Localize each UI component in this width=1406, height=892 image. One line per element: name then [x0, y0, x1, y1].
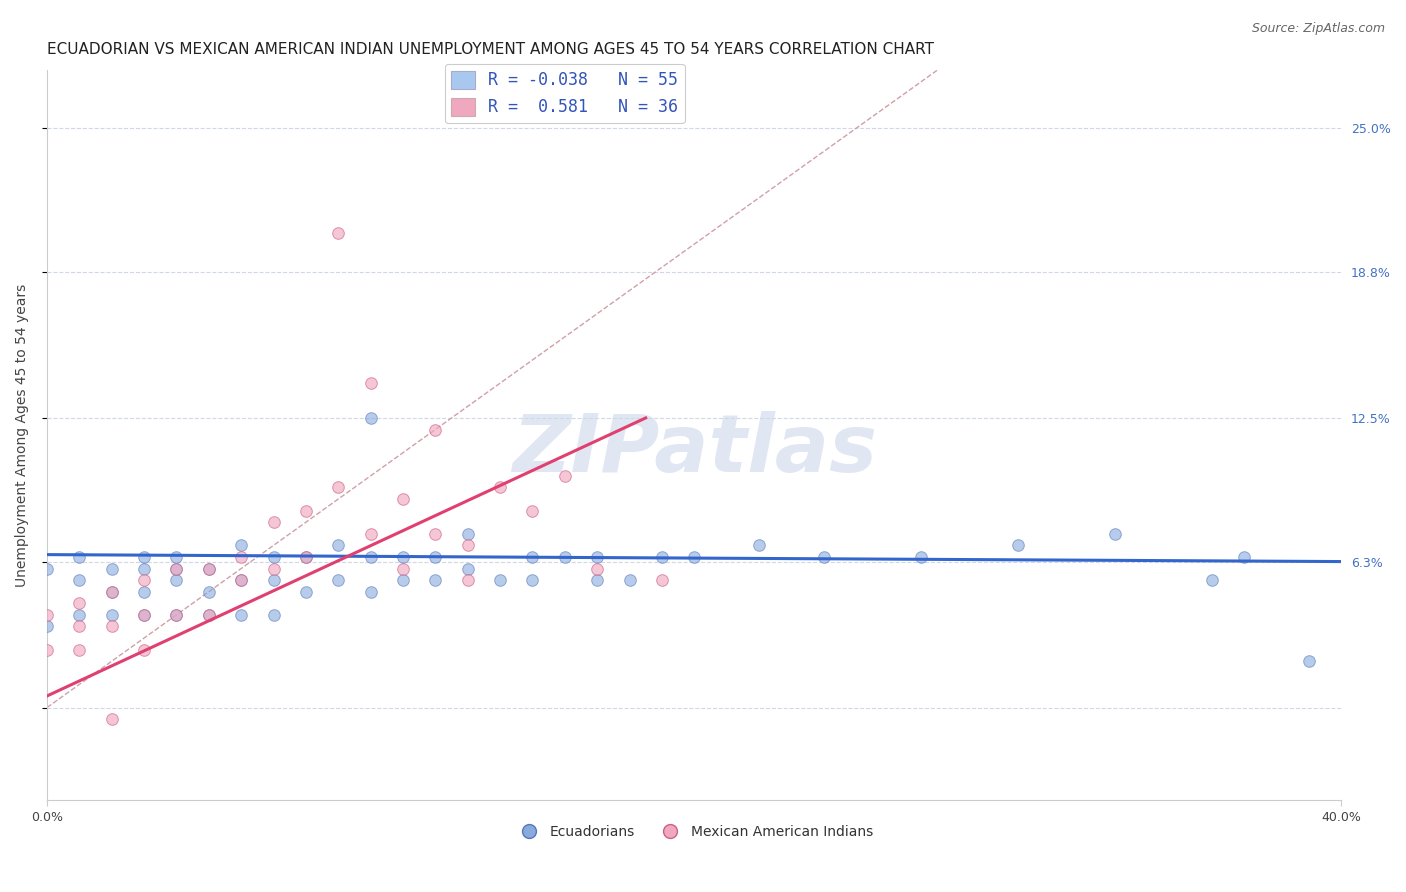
Text: ZIPatlas: ZIPatlas: [512, 411, 877, 489]
Point: [263, 549, 285, 564]
Point: [231, 573, 253, 587]
Point: [425, 573, 447, 587]
Point: [67, 573, 90, 587]
Point: [231, 538, 253, 552]
Point: [554, 549, 576, 564]
Point: [134, 607, 156, 622]
Point: [166, 573, 188, 587]
Point: [263, 515, 285, 529]
Point: [35, 619, 58, 633]
Point: [67, 607, 90, 622]
Point: [231, 573, 253, 587]
Point: [67, 642, 90, 657]
Point: [328, 538, 350, 552]
Point: [295, 549, 318, 564]
Point: [134, 549, 156, 564]
Point: [100, 584, 122, 599]
Point: [263, 607, 285, 622]
Point: [522, 573, 544, 587]
Point: [651, 573, 673, 587]
Point: [586, 549, 609, 564]
Point: [813, 549, 835, 564]
Point: [392, 491, 415, 506]
Point: [263, 561, 285, 575]
Point: [198, 607, 221, 622]
Point: [100, 712, 122, 726]
Point: [67, 619, 90, 633]
Point: [100, 561, 122, 575]
Legend: Ecuadorians, Mexican American Indians: Ecuadorians, Mexican American Indians: [510, 819, 879, 845]
Point: [425, 423, 447, 437]
Point: [231, 607, 253, 622]
Point: [134, 607, 156, 622]
Point: [198, 584, 221, 599]
Point: [166, 607, 188, 622]
Point: [457, 573, 479, 587]
Point: [100, 584, 122, 599]
Point: [1298, 654, 1320, 668]
Point: [554, 468, 576, 483]
Point: [683, 549, 706, 564]
Point: [910, 549, 932, 564]
Point: [586, 561, 609, 575]
Point: [651, 549, 673, 564]
Point: [198, 561, 221, 575]
Point: [295, 549, 318, 564]
Point: [328, 226, 350, 240]
Point: [231, 549, 253, 564]
Text: ECUADORIAN VS MEXICAN AMERICAN INDIAN UNEMPLOYMENT AMONG AGES 45 TO 54 YEARS COR: ECUADORIAN VS MEXICAN AMERICAN INDIAN UN…: [46, 42, 934, 57]
Point: [35, 561, 58, 575]
Point: [586, 573, 609, 587]
Point: [360, 411, 382, 425]
Point: [1233, 549, 1256, 564]
Point: [263, 573, 285, 587]
Point: [392, 549, 415, 564]
Text: Source: ZipAtlas.com: Source: ZipAtlas.com: [1251, 22, 1385, 36]
Point: [457, 538, 479, 552]
Point: [425, 549, 447, 564]
Point: [134, 584, 156, 599]
Point: [134, 573, 156, 587]
Point: [328, 573, 350, 587]
Point: [198, 561, 221, 575]
Y-axis label: Unemployment Among Ages 45 to 54 years: Unemployment Among Ages 45 to 54 years: [15, 284, 30, 587]
Point: [166, 549, 188, 564]
Point: [166, 561, 188, 575]
Point: [392, 573, 415, 587]
Point: [489, 480, 512, 494]
Point: [295, 503, 318, 517]
Point: [198, 607, 221, 622]
Point: [748, 538, 770, 552]
Point: [1007, 538, 1029, 552]
Point: [392, 561, 415, 575]
Point: [100, 607, 122, 622]
Point: [67, 549, 90, 564]
Point: [67, 596, 90, 610]
Point: [489, 573, 512, 587]
Point: [134, 642, 156, 657]
Point: [100, 619, 122, 633]
Point: [35, 642, 58, 657]
Point: [1104, 526, 1126, 541]
Point: [166, 561, 188, 575]
Point: [457, 561, 479, 575]
Point: [134, 561, 156, 575]
Point: [360, 526, 382, 541]
Point: [360, 584, 382, 599]
Point: [295, 584, 318, 599]
Point: [360, 376, 382, 391]
Point: [35, 607, 58, 622]
Point: [1201, 573, 1223, 587]
Point: [619, 573, 641, 587]
Point: [457, 526, 479, 541]
Point: [360, 549, 382, 564]
Point: [425, 526, 447, 541]
Point: [166, 607, 188, 622]
Point: [328, 480, 350, 494]
Point: [522, 503, 544, 517]
Point: [522, 549, 544, 564]
